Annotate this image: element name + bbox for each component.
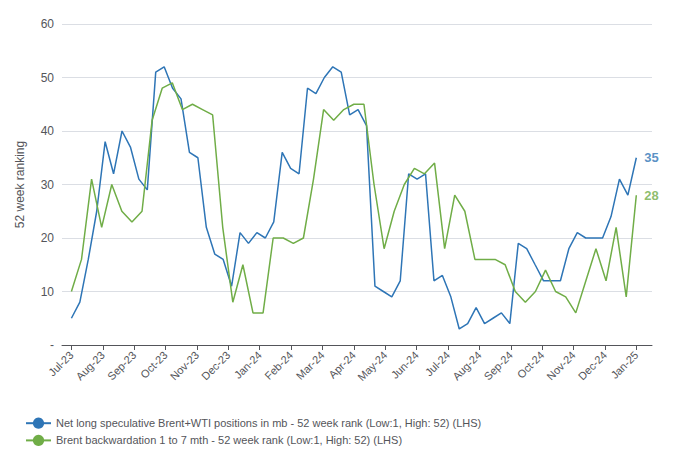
svg-text:60: 60 bbox=[41, 17, 55, 31]
svg-text:Sep-23: Sep-23 bbox=[105, 349, 139, 383]
svg-text:35: 35 bbox=[644, 150, 658, 165]
svg-text:Jan-25: Jan-25 bbox=[608, 349, 640, 381]
svg-text:Jan-24: Jan-24 bbox=[232, 349, 264, 381]
svg-text:Apr-24: Apr-24 bbox=[326, 349, 358, 381]
svg-text:40: 40 bbox=[41, 124, 55, 138]
svg-text:Aug-23: Aug-23 bbox=[74, 349, 108, 383]
svg-text:Nov-23: Nov-23 bbox=[168, 349, 202, 383]
svg-text:Oct-24: Oct-24 bbox=[515, 349, 547, 381]
svg-text:Brent backwardation 1 to 7 mth: Brent backwardation 1 to 7 mth - 52 week… bbox=[56, 434, 402, 446]
svg-text:30: 30 bbox=[41, 178, 55, 192]
svg-text:Oct-23: Oct-23 bbox=[138, 349, 170, 381]
svg-text:-: - bbox=[50, 338, 54, 352]
svg-text:10: 10 bbox=[41, 285, 55, 299]
svg-text:28: 28 bbox=[644, 188, 658, 203]
svg-text:Jul-24: Jul-24 bbox=[423, 349, 453, 379]
svg-text:Jul-23: Jul-23 bbox=[46, 349, 76, 379]
svg-text:20: 20 bbox=[41, 231, 55, 245]
svg-text:Dec-23: Dec-23 bbox=[199, 349, 233, 383]
svg-text:Net long speculative Brent+WTI: Net long speculative Brent+WTI positions… bbox=[56, 417, 481, 429]
svg-text:May-24: May-24 bbox=[355, 349, 389, 383]
svg-text:Nov-24: Nov-24 bbox=[544, 349, 578, 383]
svg-text:Jun-24: Jun-24 bbox=[389, 349, 421, 381]
svg-text:Feb-24: Feb-24 bbox=[262, 349, 295, 382]
svg-text:Mar-24: Mar-24 bbox=[294, 349, 327, 382]
svg-text:52 week ranking: 52 week ranking bbox=[13, 141, 27, 228]
svg-text:Sep-24: Sep-24 bbox=[481, 349, 515, 383]
svg-text:50: 50 bbox=[41, 71, 55, 85]
svg-text:Aug-24: Aug-24 bbox=[450, 349, 484, 383]
svg-text:Dec-24: Dec-24 bbox=[576, 349, 610, 383]
